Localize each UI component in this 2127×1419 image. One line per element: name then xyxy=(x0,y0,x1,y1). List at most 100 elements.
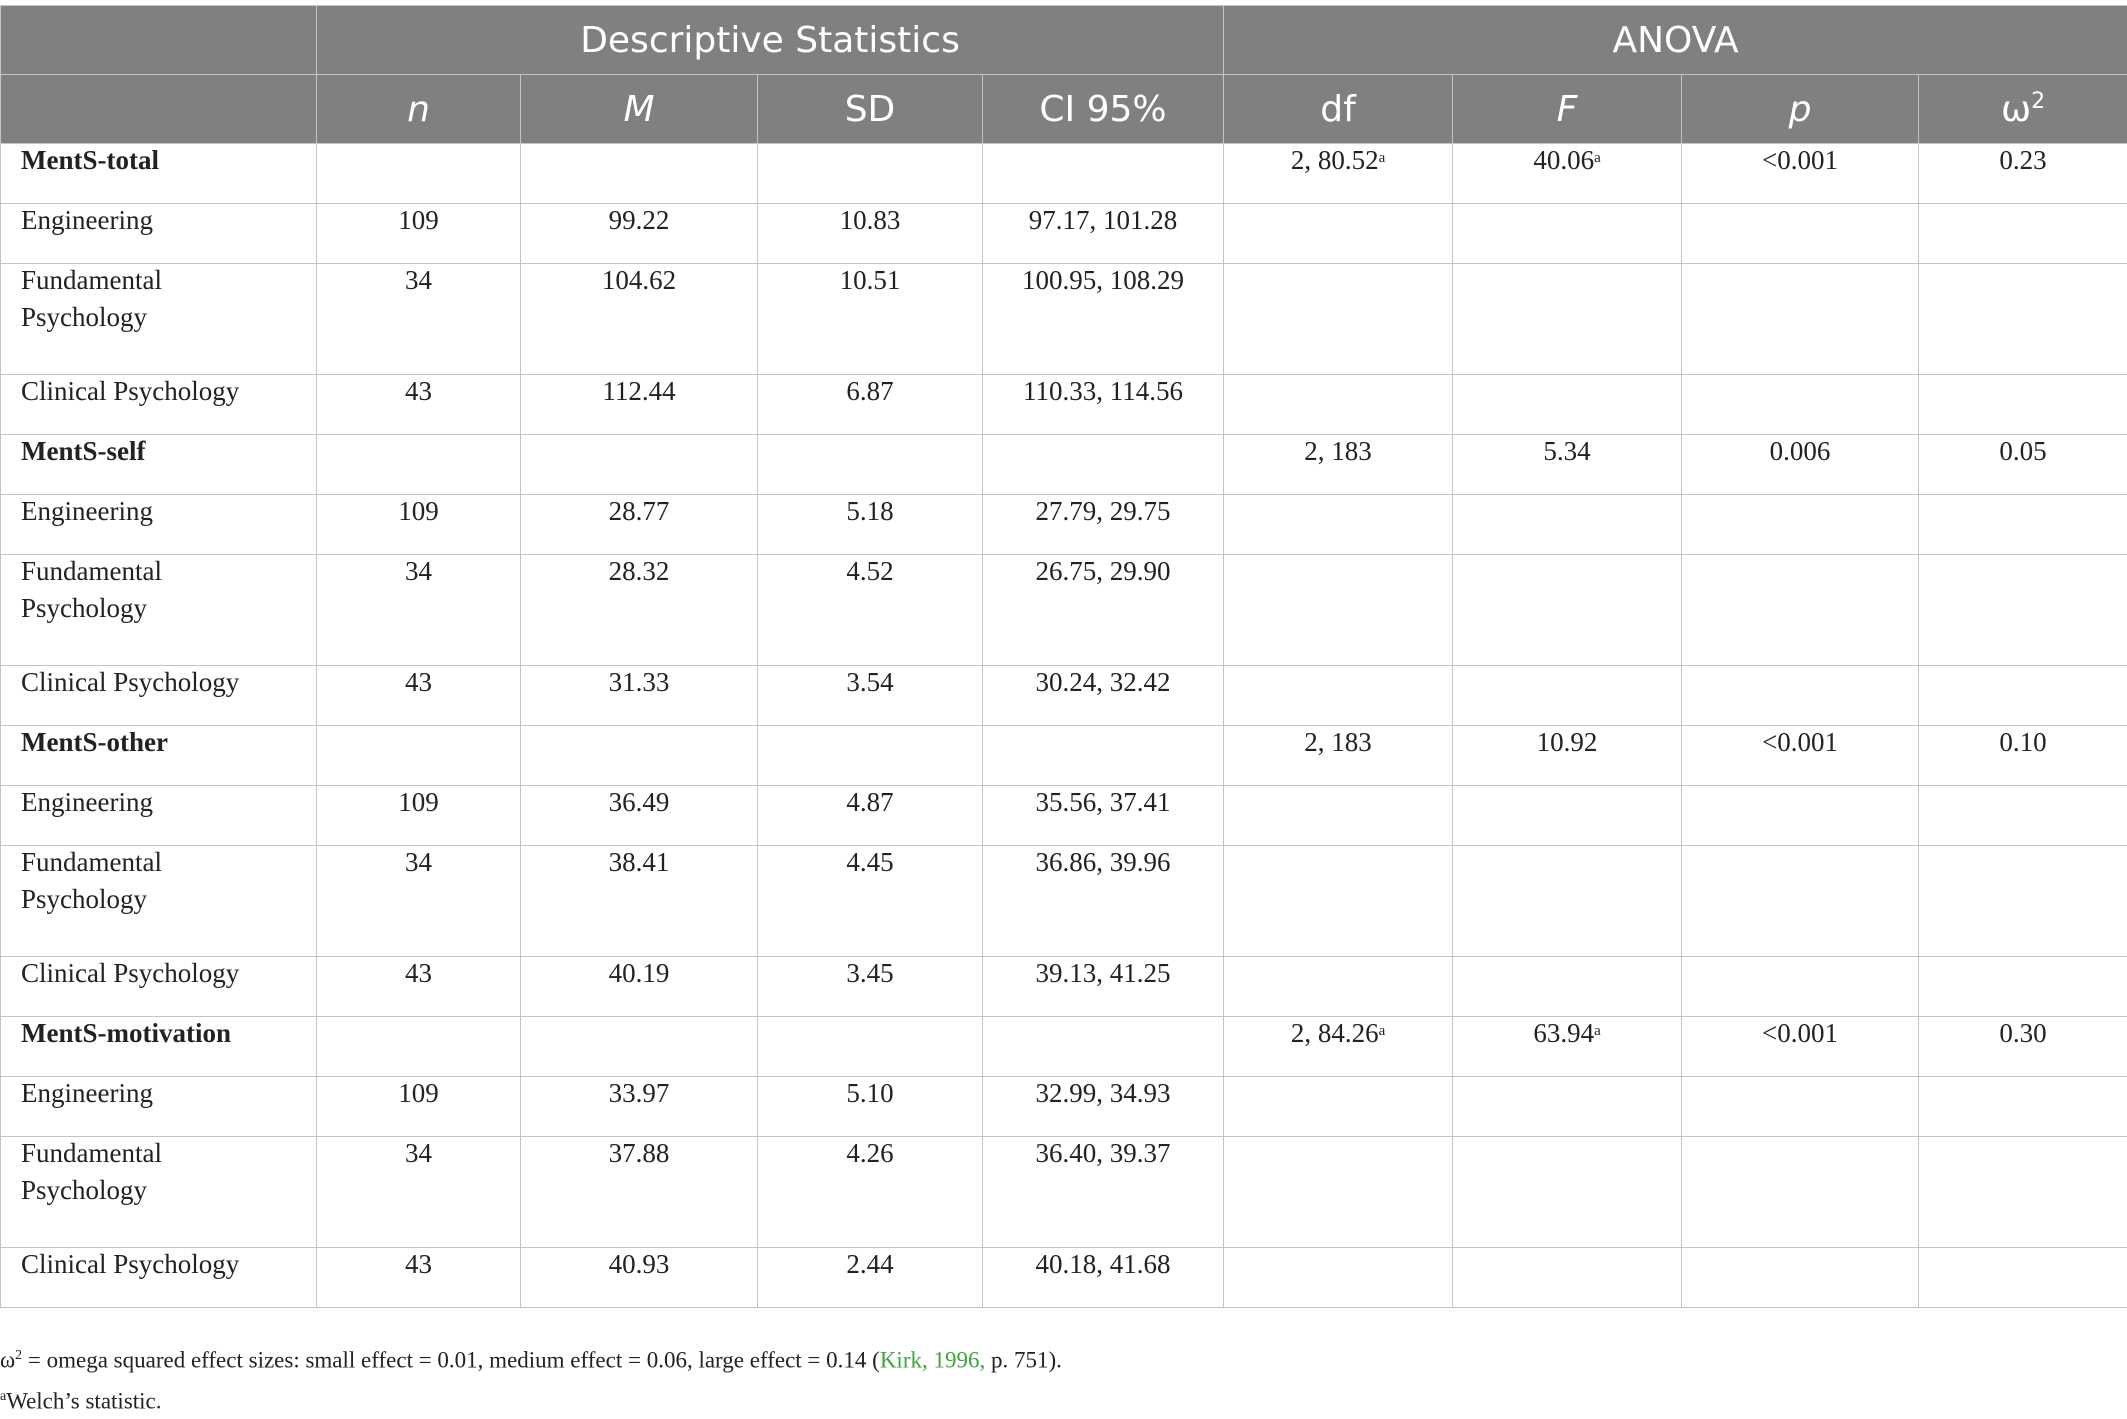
cell-ci: 26.75, 29.90 xyxy=(983,555,1224,666)
cell-df xyxy=(1224,555,1453,666)
f-value: 10.92 xyxy=(1537,727,1598,757)
cell-omega-squared: 0.10 xyxy=(1919,726,2127,786)
cell-omega-squared xyxy=(1919,1137,2127,1248)
cell-df xyxy=(1224,666,1453,726)
welch-marker: a xyxy=(1379,150,1386,166)
row-label-line: Fundamental xyxy=(21,846,316,878)
cell-ci xyxy=(983,726,1224,786)
df-value: 2, 84.26 xyxy=(1291,1018,1379,1048)
row-label-line: Fundamental xyxy=(21,555,316,587)
cell-ci: 36.86, 39.96 xyxy=(983,846,1224,957)
cell-sd xyxy=(758,144,983,204)
cell-m xyxy=(521,435,758,495)
cell-omega-squared: 0.05 xyxy=(1919,435,2127,495)
col-header-m: M xyxy=(521,75,758,144)
row-label: Engineering xyxy=(1,204,317,264)
cell-f xyxy=(1453,1077,1682,1137)
cell-omega-squared: 0.23 xyxy=(1919,144,2127,204)
cell-m: 28.32 xyxy=(521,555,758,666)
cell-p xyxy=(1682,375,1919,435)
cell-df xyxy=(1224,786,1453,846)
col-header-sd: SD xyxy=(758,75,983,144)
cell-sd: 10.51 xyxy=(758,264,983,375)
cell-m: 36.49 xyxy=(521,786,758,846)
cell-sd: 4.26 xyxy=(758,1137,983,1248)
df-value: 2, 183 xyxy=(1304,436,1372,466)
cell-p: <0.001 xyxy=(1682,1017,1919,1077)
cell-sd: 3.54 xyxy=(758,666,983,726)
omega-symbol: ω xyxy=(2001,89,2031,130)
cell-sd: 5.10 xyxy=(758,1077,983,1137)
cell-m: 40.19 xyxy=(521,957,758,1017)
cell-m: 38.41 xyxy=(521,846,758,957)
cell-ci: 36.40, 39.37 xyxy=(983,1137,1224,1248)
row-label: MentS-other xyxy=(1,726,317,786)
cell-p xyxy=(1682,786,1919,846)
cell-omega-squared xyxy=(1919,1248,2127,1308)
omega-exponent: 2 xyxy=(2031,89,2045,114)
row-label: Engineering xyxy=(1,495,317,555)
cell-n xyxy=(317,726,521,786)
cell-omega-squared: 0.30 xyxy=(1919,1017,2127,1077)
cell-p xyxy=(1682,846,1919,957)
note-omega-symbol: ω xyxy=(0,1348,15,1373)
empty-header-cell xyxy=(1,6,317,75)
cell-df xyxy=(1224,1137,1453,1248)
cell-n: 43 xyxy=(317,375,521,435)
cell-df xyxy=(1224,957,1453,1017)
cell-sd: 2.44 xyxy=(758,1248,983,1308)
cell-ci xyxy=(983,435,1224,495)
cell-m: 33.97 xyxy=(521,1077,758,1137)
cell-f xyxy=(1453,1137,1682,1248)
table-notes: ω2 = omega squared effect sizes: small e… xyxy=(0,1338,1062,1419)
f-value: 5.34 xyxy=(1543,436,1590,466)
cell-f xyxy=(1453,555,1682,666)
cell-ci: 40.18, 41.68 xyxy=(983,1248,1224,1308)
note-omega-suffix: p. 751). xyxy=(985,1348,1062,1373)
cell-df xyxy=(1224,204,1453,264)
col-header-p: p xyxy=(1682,75,1919,144)
cell-p xyxy=(1682,1248,1919,1308)
cell-df xyxy=(1224,375,1453,435)
welch-marker: a xyxy=(1379,1023,1386,1039)
f-value: 63.94 xyxy=(1533,1018,1594,1048)
cell-sd xyxy=(758,435,983,495)
row-label-line: Psychology xyxy=(21,301,316,333)
cell-omega-squared xyxy=(1919,1077,2127,1137)
cell-omega-squared xyxy=(1919,957,2127,1017)
cell-f: 10.92 xyxy=(1453,726,1682,786)
cell-p xyxy=(1682,1137,1919,1248)
row-label: MentS-motivation xyxy=(1,1017,317,1077)
cell-df: 2, 84.26a xyxy=(1224,1017,1453,1077)
cell-sd: 3.45 xyxy=(758,957,983,1017)
row-label: Clinical Psychology xyxy=(1,1248,317,1308)
cell-sd xyxy=(758,726,983,786)
anova-header: ANOVA xyxy=(1224,6,2127,75)
col-header-df: df xyxy=(1224,75,1453,144)
cell-m: 37.88 xyxy=(521,1137,758,1248)
cell-omega-squared xyxy=(1919,786,2127,846)
cell-omega-squared xyxy=(1919,846,2127,957)
citation-link[interactable]: Kirk, 1996, xyxy=(880,1348,985,1373)
row-label: Clinical Psychology xyxy=(1,957,317,1017)
row-label: MentS-self xyxy=(1,435,317,495)
cell-p: <0.001 xyxy=(1682,726,1919,786)
cell-ci: 30.24, 32.42 xyxy=(983,666,1224,726)
cell-p xyxy=(1682,666,1919,726)
cell-omega-squared xyxy=(1919,204,2127,264)
cell-sd: 4.45 xyxy=(758,846,983,957)
note-welch-text: Welch’s statistic. xyxy=(6,1388,161,1413)
cell-df xyxy=(1224,1077,1453,1137)
cell-p xyxy=(1682,495,1919,555)
cell-ci: 35.56, 37.41 xyxy=(983,786,1224,846)
cell-m: 99.22 xyxy=(521,204,758,264)
cell-omega-squared xyxy=(1919,666,2127,726)
